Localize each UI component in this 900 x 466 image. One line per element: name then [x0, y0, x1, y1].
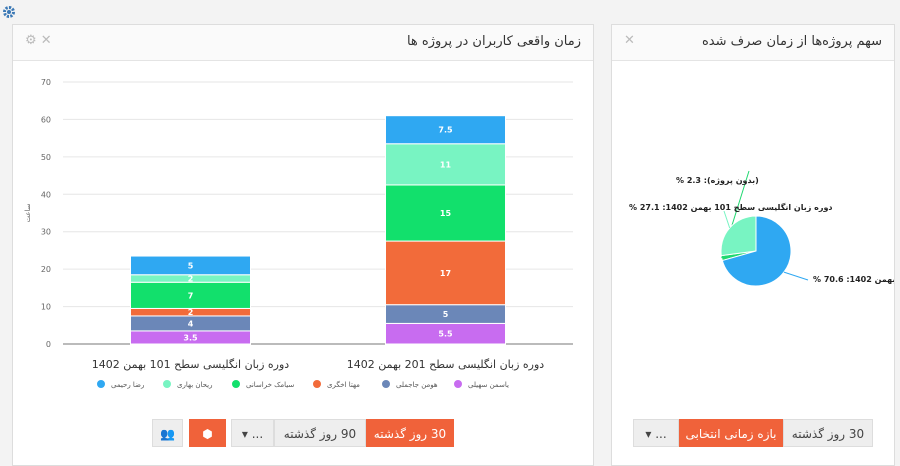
- dropdown-label: ...: [251, 427, 264, 441]
- x-tick-label: دوره زبان انگلیسی سطح 101 بهمن 1402: [92, 358, 290, 371]
- data-label: 4: [188, 319, 194, 328]
- users-button[interactable]: 👥: [152, 419, 183, 447]
- pie-panel: سهم پروژه‌ها از زمان صرف شده ✕ (بدون پرو…: [611, 24, 895, 466]
- panel-controls[interactable]: ⚙ ✕: [25, 33, 52, 48]
- range-button[interactable]: 30 روز گذشته: [366, 419, 454, 447]
- bar-segment: [385, 240, 506, 306]
- pie-label: (بدون پروژه): 2.3 %: [676, 176, 759, 185]
- dropdown[interactable]: ... ▾: [633, 419, 679, 447]
- legend-label: مهتا اخگری: [327, 380, 360, 389]
- range-button[interactable]: بازه زمانی انتخابی: [679, 419, 783, 447]
- data-label: 15: [440, 209, 452, 218]
- dropdown-label: ...: [655, 427, 667, 441]
- bar-segment: [385, 143, 506, 186]
- range-button[interactable]: 90 روز گذشته: [274, 419, 366, 447]
- y-tick-label: 50: [41, 153, 51, 162]
- data-label: 7.5: [438, 126, 453, 135]
- range-button[interactable]: 30 روز گذشته: [783, 419, 873, 447]
- y-tick-label: 20: [41, 265, 51, 274]
- y-tick-label: 40: [41, 190, 51, 199]
- data-label: 2: [188, 275, 194, 284]
- y-axis-label: ساعت: [24, 203, 32, 222]
- panel-controls[interactable]: ✕: [624, 33, 635, 48]
- panel-title: سهم پروژه‌ها از زمان صرف شده: [701, 34, 882, 49]
- data-label: 3.5: [183, 333, 198, 342]
- dashboard: زمان واقعی کاربران در پروژه ها ⚙ ✕ 0 10 20…: [2, 5, 895, 466]
- legend-label: یاسمن سهیلی: [468, 381, 509, 389]
- y-tick-label: 30: [41, 228, 51, 237]
- bar-segment: [130, 281, 251, 309]
- legend-marker: [163, 380, 171, 388]
- panel-header: زمان واقعی کاربران در پروژه ها ⚙ ✕: [13, 25, 593, 61]
- legend-label: سیامک خراسانی: [246, 381, 294, 389]
- legend-marker: [313, 380, 321, 388]
- dropdown[interactable]: ... ▾: [231, 419, 274, 447]
- leader-line: [723, 210, 731, 229]
- y-tick-label: 60: [41, 115, 51, 124]
- leader-line: [783, 271, 809, 281]
- pie-slice: [720, 215, 757, 257]
- y-tick-label: 0: [46, 340, 51, 349]
- bar-segment: [385, 184, 506, 242]
- bar-segment: [130, 255, 251, 276]
- data-label: 11: [440, 160, 452, 169]
- projects-button[interactable]: ⬢: [189, 419, 226, 447]
- data-label: 5: [188, 261, 194, 270]
- bar-segment: [385, 115, 506, 145]
- x-tick-label: دوره زبان انگلیسی سطح 201 بهمن 1402: [347, 358, 545, 371]
- data-label: 5: [443, 310, 449, 319]
- pie-chart: (بدون پروژه): 2.3 % دوره زبان انگلیسی سطح…: [629, 170, 894, 287]
- bar-chart: 0 10 20 30 40 50 60 70 ساعت 3.5 4 2 7 2 5 دوره زبان انگ…: [24, 78, 573, 389]
- data-label: 5.5: [438, 330, 453, 339]
- pie-label: دوره زبان انگلیسی سطح 101 بهمن 1402: 27.…: [629, 202, 833, 212]
- y-tick-label: 70: [41, 78, 51, 87]
- legend-label: ریحان بهاری: [177, 381, 213, 389]
- legend-marker: [232, 380, 240, 388]
- panel-header: سهم پروژه‌ها از زمان صرف شده ✕: [612, 25, 894, 61]
- settings-icon[interactable]: [2, 5, 16, 19]
- pie-label: دوره زبان انگلیسی سطح 201 بهمن 1402: 70.…: [813, 274, 894, 284]
- legend-marker: [97, 380, 105, 388]
- bar-panel: زمان واقعی کاربران در پروژه ها ⚙ ✕ 0 10 20…: [12, 24, 594, 466]
- panel-title: زمان واقعی کاربران در پروژه ها: [406, 34, 581, 49]
- legend-label: رضا رحیمی: [111, 381, 144, 389]
- y-tick-label: 10: [41, 303, 51, 312]
- legend-marker: [382, 380, 390, 388]
- legend-marker: [454, 380, 462, 388]
- data-label: 7: [188, 291, 194, 300]
- legend-label: هومن جاجملی: [396, 381, 438, 389]
- data-label: 17: [440, 269, 451, 278]
- data-label: 2: [188, 308, 194, 317]
